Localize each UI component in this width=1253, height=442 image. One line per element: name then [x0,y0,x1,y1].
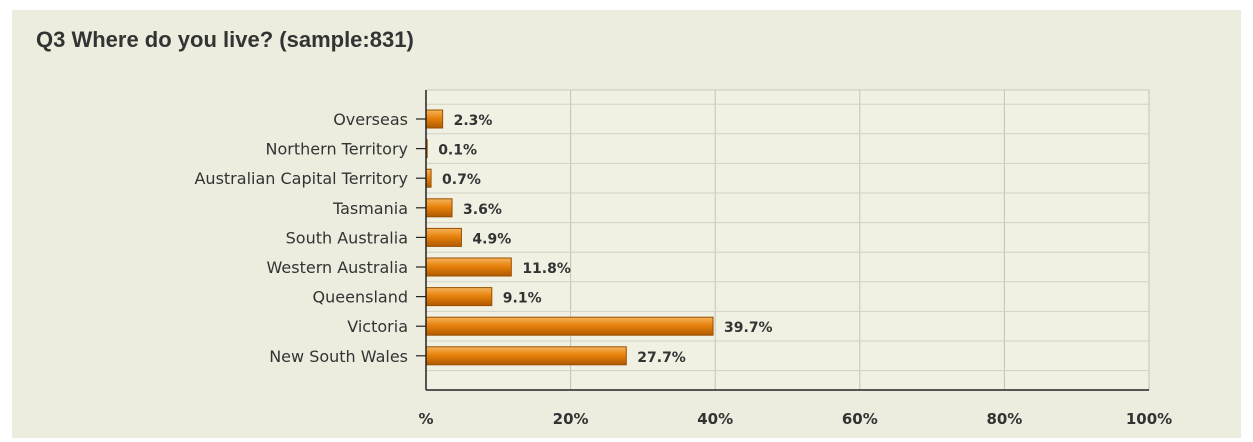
category-label: Queensland [313,288,408,307]
x-tick-label: % [418,410,433,428]
value-label: 9.1% [503,291,542,307]
bar [425,227,462,247]
value-label: 3.6% [463,202,502,218]
labels: % 20% 40% 60% 80% 100% Overseas 2.3% Northern Te… [194,110,1172,428]
plot-background [425,89,1150,391]
category-label: Australian Capital Territory [194,169,408,188]
x-tick-label: 40% [697,410,733,428]
bar [425,257,512,277]
category-label: Overseas [333,110,408,129]
category-label: South Australia [286,228,408,247]
category-label: New South Wales [269,347,408,366]
bar [425,109,444,129]
value-label: 27.7% [637,350,686,366]
value-label: 39.7% [724,320,773,336]
bar [425,346,627,366]
bar [425,198,453,218]
category-label: Victoria [347,317,408,336]
bar [425,168,432,188]
value-label: 2.3% [454,113,493,129]
plot-area [425,89,1150,391]
axes [416,90,1149,391]
category-label: Western Australia [267,258,408,277]
x-tick-label: 100% [1126,410,1172,428]
value-label: 11.8% [522,261,571,277]
x-tick-label: 20% [553,410,589,428]
chart-title: Q3 Where do you live? (sample:831) [36,27,414,52]
category-label: Northern Territory [266,140,408,159]
x-tick-label: 60% [842,410,878,428]
value-label: 0.1% [438,143,477,159]
value-label: 0.7% [442,172,481,188]
value-label: 4.9% [472,231,511,247]
gridlines [426,90,1150,390]
bar [425,287,493,307]
category-label: Tasmania [332,199,408,218]
x-tick-label: 80% [986,410,1022,428]
bar [425,316,714,336]
